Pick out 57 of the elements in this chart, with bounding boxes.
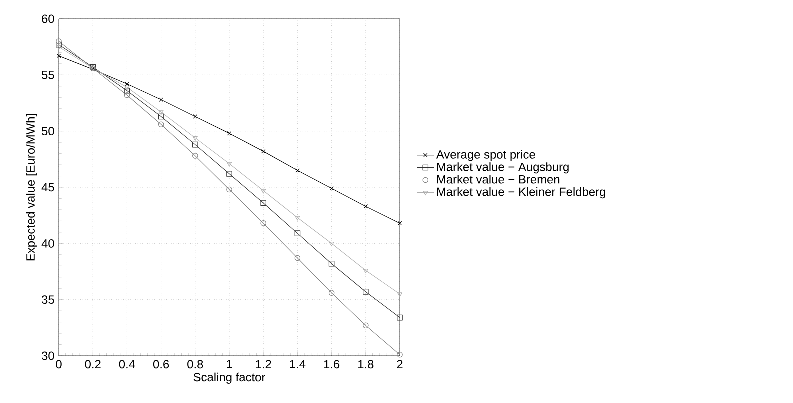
point xyxy=(260,220,266,226)
point xyxy=(295,216,300,221)
point xyxy=(328,260,335,267)
x-tick-label: 0.2 xyxy=(85,360,101,369)
x-tick-label: 1.2 xyxy=(256,360,272,369)
point xyxy=(124,92,130,98)
point xyxy=(294,230,301,236)
y-tick-label: 45 xyxy=(42,183,54,192)
x-tick-label: 0.6 xyxy=(153,360,170,369)
y-tick-label: 30 xyxy=(42,352,54,360)
point xyxy=(363,289,369,295)
point xyxy=(260,200,266,206)
x-tick-label: 0.4 xyxy=(119,360,136,369)
y-tick-label: 40 xyxy=(42,239,54,248)
point xyxy=(296,168,300,173)
x-tick-label: 1 xyxy=(227,360,232,368)
point xyxy=(125,82,130,86)
point xyxy=(226,162,232,167)
point xyxy=(192,153,198,159)
x-tick-label: 1.6 xyxy=(324,360,340,369)
point xyxy=(192,136,198,141)
point xyxy=(226,171,232,177)
point xyxy=(261,189,266,194)
point xyxy=(364,204,368,209)
y-tick-label: 50 xyxy=(42,127,54,136)
x-tick-label: 2 xyxy=(397,360,403,369)
x-tick-label: 1.8 xyxy=(358,360,374,369)
y-tick-label: 35 xyxy=(42,296,54,304)
legend-label: Market value − Augsburg xyxy=(437,162,569,174)
point xyxy=(363,322,369,329)
y-axis-title: Expected value [Euro/MWh] xyxy=(26,114,38,261)
point xyxy=(124,86,130,90)
point xyxy=(329,242,334,247)
point xyxy=(158,110,164,116)
point xyxy=(363,269,368,274)
legend-label: Market value − Bremen xyxy=(437,175,560,184)
x-tick-label: 0 xyxy=(56,360,62,369)
point xyxy=(397,314,403,321)
point xyxy=(226,186,232,193)
point xyxy=(261,149,266,154)
legend-label: Average spot price xyxy=(436,150,536,162)
legend-label: Market value − Kleiner Feldberg xyxy=(437,187,606,199)
point xyxy=(158,122,164,128)
x-tick-label: 0.8 xyxy=(188,360,204,369)
point xyxy=(328,290,335,296)
point xyxy=(294,255,301,262)
point xyxy=(227,131,232,136)
point xyxy=(193,114,198,119)
y-tick-label: 55 xyxy=(42,71,54,80)
point xyxy=(124,88,130,94)
point xyxy=(192,142,198,148)
point xyxy=(158,114,164,120)
y-tick-label: 60 xyxy=(42,14,54,24)
x-axis-title: Scaling factor xyxy=(194,372,266,384)
x-tick-label: 1.4 xyxy=(290,360,306,368)
point xyxy=(330,186,334,191)
point xyxy=(159,98,164,102)
